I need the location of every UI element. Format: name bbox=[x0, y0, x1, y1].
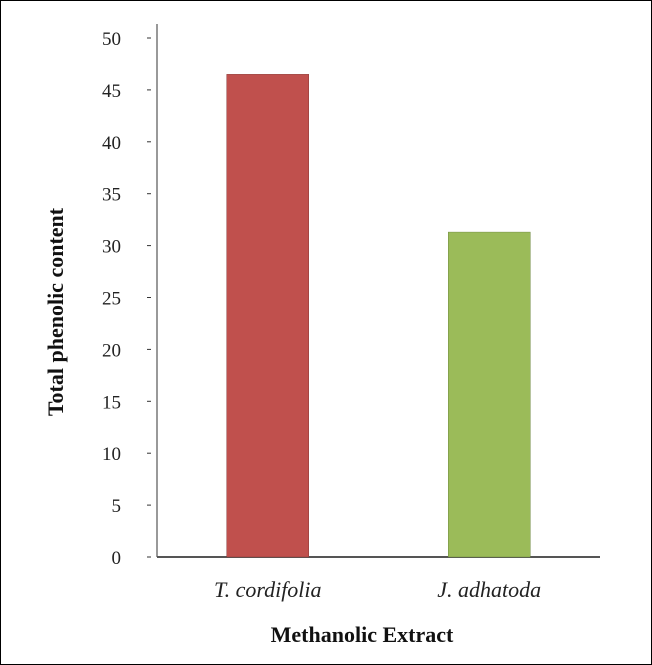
x-tick-label: T. cordifolia bbox=[214, 577, 322, 602]
y-tick-label: 15 bbox=[102, 392, 121, 413]
category-labels: T. cordifolia J. adhatoda bbox=[214, 577, 541, 602]
y-tick-label: 0 bbox=[112, 548, 122, 569]
y-tick-label: 40 bbox=[102, 133, 121, 154]
bars bbox=[226, 74, 531, 558]
y-tick-label: 30 bbox=[102, 237, 121, 258]
bar-t-cordifolia bbox=[226, 74, 309, 558]
y-tick-label: 20 bbox=[102, 340, 121, 361]
y-axis-title: Total phenolic content bbox=[43, 207, 68, 416]
x-tick-label: J. adhatoda bbox=[437, 577, 541, 602]
y-tick-label: 25 bbox=[102, 289, 121, 310]
x-axis-title: Methanolic Extract bbox=[271, 622, 454, 647]
y-tick-label: 10 bbox=[102, 444, 121, 465]
bar-j-adhatoda bbox=[448, 231, 531, 558]
y-tick-label: 45 bbox=[102, 81, 121, 102]
y-tick-label: 35 bbox=[102, 185, 121, 206]
y-tick-label: 5 bbox=[112, 496, 122, 517]
y-axis: 0 5 10 15 20 25 30 35 40 45 50 bbox=[102, 24, 158, 569]
y-tick-label: 50 bbox=[102, 29, 121, 50]
